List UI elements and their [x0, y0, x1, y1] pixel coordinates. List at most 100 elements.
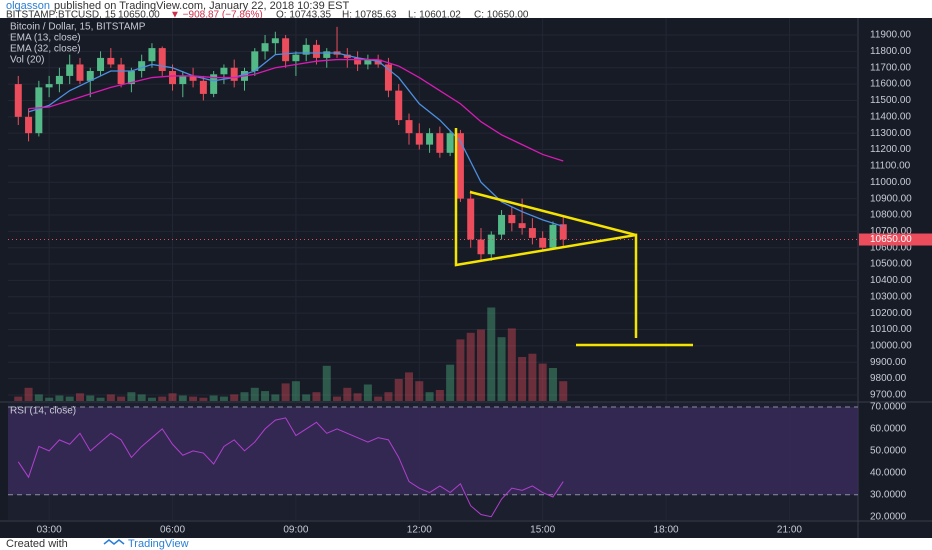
- volume-bar: [55, 395, 64, 401]
- y-tick-label: 11900.00: [870, 30, 911, 41]
- volume-bar: [538, 363, 547, 401]
- candle-body: [436, 133, 444, 153]
- candle-body: [467, 198, 475, 240]
- volume-bar: [333, 396, 342, 401]
- candle-body: [76, 64, 84, 81]
- y-tick-label: 10700.00: [870, 226, 912, 237]
- volume-bar: [219, 396, 228, 401]
- candle-body: [395, 90, 403, 121]
- rsi-tick-label: 50.0000: [870, 445, 907, 456]
- candle-body: [426, 133, 434, 145]
- x-tick-label: 12:00: [407, 525, 432, 536]
- candle-body: [508, 214, 516, 224]
- last-price-tag: [859, 233, 932, 246]
- candle-body: [559, 224, 567, 240]
- ema-line: [28, 52, 564, 228]
- candle-body: [354, 57, 362, 65]
- volume-bar: [291, 381, 300, 401]
- y-tick-label: 10300.00: [870, 291, 912, 302]
- author[interactable]: olgasson: [6, 0, 50, 12]
- x-tick-label: 21:00: [777, 525, 802, 536]
- logo: [103, 539, 125, 545]
- volume-bar: [487, 307, 496, 401]
- drawing: [454, 128, 693, 347]
- volume-bar: [312, 392, 321, 401]
- candle-body: [66, 64, 74, 76]
- volume-bar: [168, 393, 177, 401]
- candle-body: [189, 75, 197, 81]
- y-tick-label: 11700.00: [870, 62, 911, 73]
- candle-body: [45, 84, 53, 88]
- volume-bar: [384, 392, 393, 401]
- volume-bar: [86, 395, 95, 401]
- y-tick-label: 10800.00: [870, 210, 912, 221]
- x-tick-label: 06:00: [160, 525, 185, 536]
- candle-body: [199, 80, 207, 94]
- volume-bar: [497, 337, 506, 401]
- published: published on TradingView.com, January 22…: [54, 0, 349, 12]
- volume-bar: [96, 397, 105, 401]
- x-tick-label: 03:00: [37, 525, 62, 536]
- candle-body: [25, 116, 33, 134]
- close: C: 10650.00: [474, 10, 529, 21]
- footer-created: Created with: [6, 538, 68, 550]
- volume-bar: [548, 368, 557, 401]
- candle-body: [271, 38, 279, 44]
- volume-bar: [261, 391, 270, 401]
- volume-bar: [14, 396, 23, 401]
- candle-body: [148, 48, 156, 62]
- y-tick-label: 10000.00: [870, 341, 912, 352]
- chart-title: Bitcoin / Dollar, 15, BITSTAMP: [10, 22, 146, 33]
- candle-body: [282, 38, 290, 62]
- candle-body: [323, 51, 331, 58]
- triangle-lines: [454, 128, 638, 338]
- candle-body: [528, 228, 536, 238]
- candle-body: [158, 48, 166, 72]
- volume-bar: [250, 387, 259, 401]
- volume-bar: [158, 396, 167, 401]
- candle-body: [97, 57, 105, 72]
- y-tick-label: 11100.00: [870, 161, 911, 172]
- candle-body: [107, 57, 115, 65]
- rsi-band: [8, 406, 858, 495]
- candle-body: [518, 223, 526, 229]
- volume-bar: [230, 394, 239, 401]
- volume-bar: [394, 379, 403, 401]
- rsi-line: [17, 417, 564, 518]
- volume-bar: [137, 394, 146, 401]
- candle-body: [415, 133, 423, 145]
- candle-body: [477, 239, 485, 255]
- volume-bar: [75, 393, 84, 401]
- x-tick-label: 18:00: [654, 525, 679, 536]
- candle-body: [405, 120, 413, 134]
- legend-vol: Vol (20): [10, 55, 44, 66]
- volume-bar: [425, 392, 434, 401]
- rsi-tick-label: 60.0000: [870, 424, 907, 435]
- y-tick-label: 10100.00: [870, 324, 912, 335]
- y-tick-label: 9800.00: [870, 373, 907, 384]
- symbol: BITSTAMP:BTCUSD, 15: [6, 10, 116, 21]
- candle-body: [343, 54, 351, 58]
- y-tick-label: 11800.00: [870, 46, 911, 57]
- candle-body: [384, 64, 392, 91]
- volume-bar: [374, 396, 383, 401]
- footer-brand[interactable]: TradingView: [128, 538, 189, 550]
- volume-bar: [24, 387, 33, 401]
- volume-bar: [322, 365, 331, 401]
- volume-bar: [189, 396, 198, 401]
- volume-bar: [147, 397, 156, 401]
- open: O: 10743.35: [276, 10, 331, 21]
- volume-bar: [343, 387, 352, 401]
- volume-bar: [199, 397, 208, 401]
- volume-bar: [559, 381, 568, 401]
- y-tick-label: 11000.00: [870, 177, 911, 188]
- volume-bar: [65, 396, 74, 401]
- volume-bar: [302, 394, 311, 401]
- y-tick-label: 9700.00: [870, 390, 907, 401]
- candle-body: [169, 71, 177, 85]
- volume-bar: [518, 357, 527, 401]
- volume-bar: [405, 372, 414, 401]
- y-tick-label: 9900.00: [870, 357, 907, 368]
- y-tick-label: 11200.00: [870, 144, 911, 155]
